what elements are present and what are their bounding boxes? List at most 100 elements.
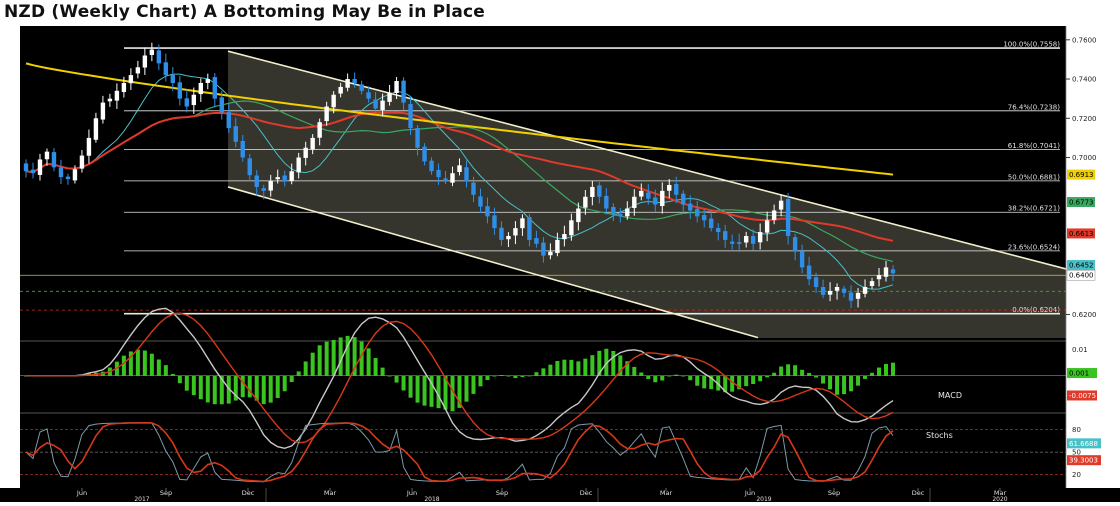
ma-200-line (25, 62, 894, 176)
candle-up (142, 55, 148, 68)
macd-bar (128, 351, 133, 376)
macd-bar (191, 375, 196, 396)
candle-down (464, 167, 469, 182)
fib-label: 100.0%(0.7558) (1003, 41, 1060, 49)
candle-up (296, 157, 301, 173)
candle-up (331, 94, 336, 108)
candle-down (736, 242, 742, 244)
candle-up (86, 137, 92, 156)
price-tag-label: 0.6613 (1069, 230, 1094, 238)
macd-bar (149, 353, 154, 376)
candle-up (590, 186, 595, 198)
candle-down (492, 215, 497, 229)
macd-bar (135, 349, 140, 376)
macd-bar (856, 375, 861, 386)
macd-bar (807, 372, 812, 376)
candle-down (58, 167, 64, 178)
stoch-tick-label: 50 (1072, 449, 1081, 457)
macd-bar (380, 367, 385, 376)
candle-down (848, 292, 854, 301)
fib-label: 76.4%(0.7238) (1008, 103, 1060, 111)
macd-bar (331, 340, 336, 376)
macd-bar (576, 361, 581, 376)
stoch-d-line (25, 421, 894, 483)
x-month-label: Dec (242, 489, 255, 497)
macd-bar (702, 375, 707, 389)
candle-up (387, 92, 392, 102)
candle-up (324, 106, 329, 122)
candle-down (646, 192, 651, 199)
macd-bar (618, 355, 623, 376)
candle-up (855, 292, 861, 299)
stoch-k-line (25, 422, 894, 483)
macd-bar (751, 375, 756, 385)
candle-down (695, 208, 700, 217)
macd-bar (723, 375, 728, 393)
candle-down (688, 203, 693, 211)
candle-down (422, 146, 427, 162)
macd-bar (492, 375, 497, 377)
macd-bar (849, 375, 854, 392)
macd-bar (590, 355, 595, 376)
candle-down (352, 78, 357, 83)
candle-down (436, 169, 441, 178)
candle-up (513, 228, 518, 236)
x-month-label: Mar (994, 489, 1007, 497)
candle-up (268, 181, 273, 191)
candle-up (834, 286, 840, 291)
fib-label: 50.0%(0.6881) (1008, 173, 1060, 181)
price-tag (1067, 197, 1095, 208)
macd-bar (646, 375, 651, 379)
candle-down (429, 160, 434, 172)
stoch-tag (1067, 438, 1101, 449)
candle-down (618, 213, 623, 217)
macd-bar (569, 359, 574, 376)
macd-bar (422, 375, 427, 406)
candle-up (883, 267, 889, 277)
price-tick-label: 0.6200 (1072, 311, 1097, 319)
candle-down (65, 176, 71, 180)
macd-bar (338, 337, 343, 376)
price-tag-label: 0.6773 (1069, 199, 1094, 207)
macd-bar (268, 375, 273, 403)
x-axis-band (0, 488, 1120, 502)
macd-bar (814, 375, 819, 378)
candle-up (114, 90, 120, 101)
macd-bar (226, 375, 231, 404)
macd-bar (681, 375, 686, 377)
x-month-label: Jun (406, 489, 417, 497)
x-month-label: Jun (744, 489, 755, 497)
macd-bar (520, 375, 525, 378)
candle-up (303, 147, 308, 158)
candle-down (813, 277, 819, 287)
chart-svg: 100.0%(0.7558) 76.4%(0.7238) 61.8%(0.7041)… (0, 26, 1120, 503)
macd-bar (485, 375, 490, 381)
candle-down (443, 178, 448, 182)
candle-down (170, 74, 176, 83)
candle-up (764, 220, 770, 233)
macd-bar (786, 364, 791, 376)
price-tag (1066, 269, 1096, 281)
candle-down (750, 235, 756, 244)
macd-bar (534, 372, 539, 376)
macd-bar (604, 348, 609, 376)
macd-bar (639, 372, 644, 376)
x-month-label: Sep (160, 489, 172, 497)
macd-bar (695, 375, 700, 386)
candle-down (499, 227, 504, 240)
candle-up (771, 210, 777, 221)
candle-up (37, 159, 43, 175)
candle-down (51, 152, 57, 168)
candle-down (261, 188, 266, 191)
candle-up (520, 218, 525, 229)
macd-bar (324, 341, 329, 376)
price-tag (1067, 169, 1095, 180)
macd-bar (625, 361, 630, 376)
fib-label: 38.2%(0.6721) (1008, 205, 1060, 213)
macd-bar (289, 375, 294, 383)
x-month-label: Jun (76, 489, 87, 497)
candle-up (135, 67, 141, 74)
candle-up (743, 235, 749, 243)
stoch-tick-label: 20 (1072, 471, 1081, 479)
candle-up (576, 208, 581, 223)
